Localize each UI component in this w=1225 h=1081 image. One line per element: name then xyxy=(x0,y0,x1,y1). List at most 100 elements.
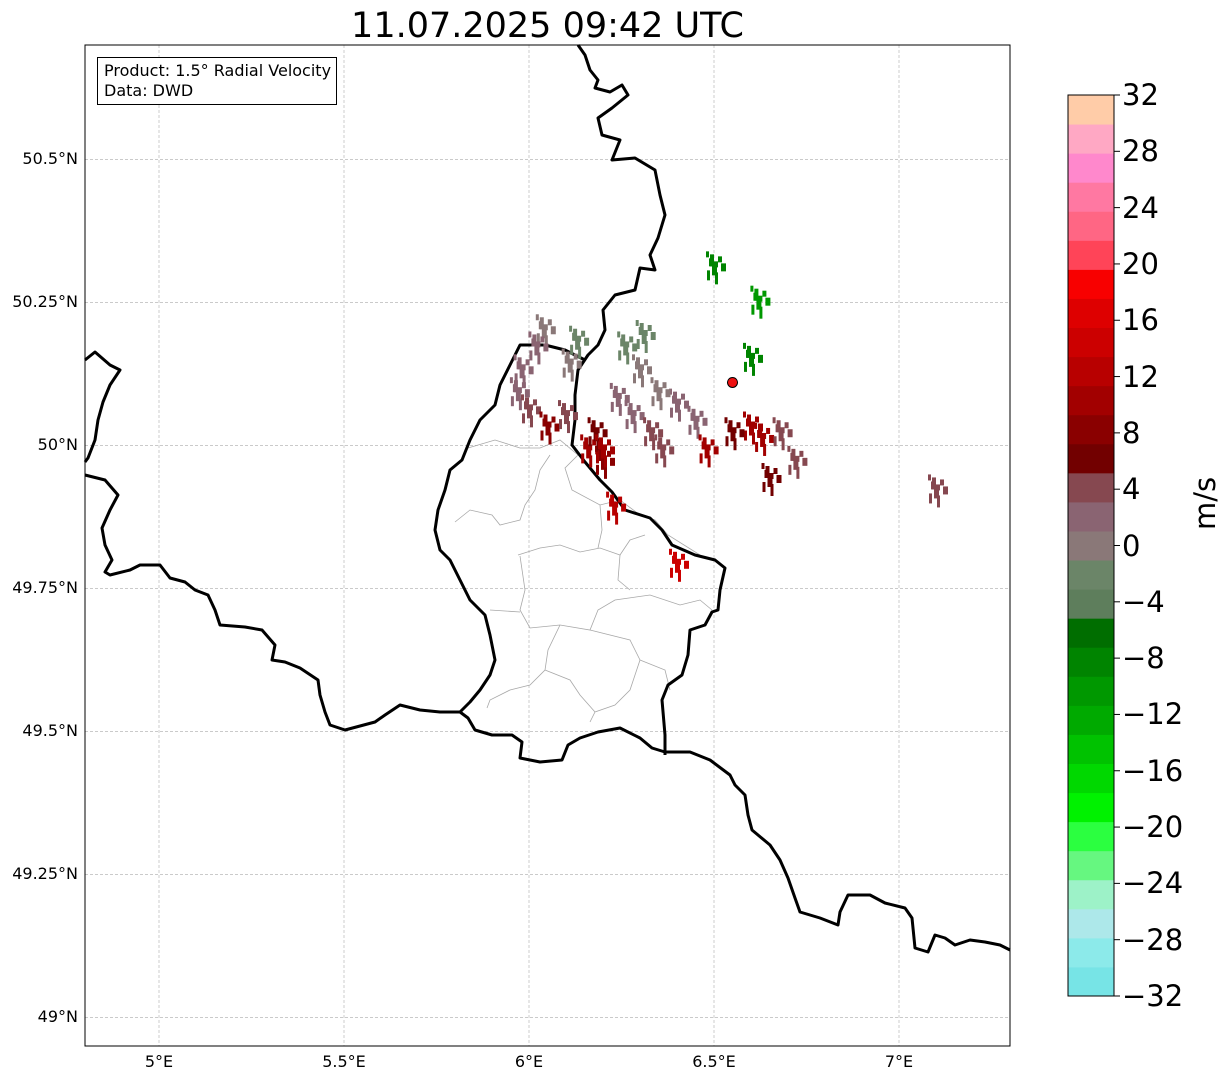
colorbar-tick-label: −32 xyxy=(1122,979,1184,1013)
lat-tick-label: 49.5°N xyxy=(22,721,78,741)
echo-cluster xyxy=(569,325,590,359)
colorbar-segment xyxy=(1068,124,1114,154)
colorbar-tick-label: 12 xyxy=(1122,359,1159,394)
colorbar-segment xyxy=(1068,763,1114,794)
echo-cluster xyxy=(521,394,541,428)
echo-cluster xyxy=(558,400,578,434)
colorbar-tick-label: 32 xyxy=(1122,78,1159,112)
echo-cluster xyxy=(632,354,652,388)
colorbar-segment xyxy=(1068,269,1114,299)
product-info-box: Product: 1.5° Radial Velocity Data: DWD xyxy=(97,57,338,105)
colorbar-tick-label: −20 xyxy=(1122,810,1184,845)
colorbar-tick-label: −16 xyxy=(1122,753,1184,788)
colorbar-segment xyxy=(1068,618,1114,648)
radar-site-marker xyxy=(727,376,738,388)
colorbar-tick-label: 28 xyxy=(1122,134,1159,169)
colorbar-segment xyxy=(1068,966,1114,997)
echo-cluster xyxy=(609,382,630,416)
colorbar-segment xyxy=(1068,937,1114,968)
echo-cluster xyxy=(787,445,808,479)
lon-tick-label: 7°E xyxy=(884,1052,914,1071)
colorbar-segment xyxy=(1068,705,1114,735)
echo-cluster xyxy=(750,285,771,319)
country-borders xyxy=(83,44,1011,954)
colorbar-segment xyxy=(1068,821,1114,852)
colorbar-segment xyxy=(1068,443,1114,474)
colorbar-tick-label: 4 xyxy=(1122,472,1141,507)
lat-tick-label: 49°N xyxy=(37,1007,78,1027)
echo-cluster xyxy=(706,251,726,285)
echo-cluster xyxy=(509,377,530,411)
colorbar-tick-label: −24 xyxy=(1122,866,1184,901)
colorbar-segment xyxy=(1068,792,1114,823)
lon-tick-label: 6.5°E xyxy=(692,1052,736,1071)
echo-cluster xyxy=(669,548,689,582)
lat-tick-label: 49.75°N xyxy=(12,578,78,598)
echo-cluster xyxy=(928,474,948,508)
lon-tick-label: 6°E xyxy=(514,1052,544,1071)
colorbar-segment xyxy=(1068,182,1114,212)
colorbar-segment xyxy=(1068,153,1114,183)
echo-cluster xyxy=(528,331,549,365)
colorbar-segment xyxy=(1068,211,1114,241)
echo-cluster xyxy=(772,417,793,451)
colorbar-segment xyxy=(1068,908,1114,939)
colorbar-segment xyxy=(1068,647,1114,677)
data-source-label: Data: DWD xyxy=(104,81,194,100)
lon-tick-label: 5.5°E xyxy=(322,1052,366,1071)
colorbar-segment xyxy=(1068,879,1114,910)
colorbar-segment xyxy=(1068,501,1114,532)
colorbar-segment xyxy=(1068,414,1114,445)
colorbar-segment xyxy=(1068,676,1114,706)
colorbar-segment xyxy=(1068,472,1114,503)
echo-cluster xyxy=(635,320,656,353)
colorbar-unit: m/s xyxy=(1188,476,1222,530)
colorbar-segment xyxy=(1068,734,1114,764)
echo-cluster xyxy=(724,417,745,451)
echo-cluster xyxy=(669,388,689,422)
echo-cluster xyxy=(561,348,582,382)
colorbar-tick-label: −12 xyxy=(1122,697,1184,732)
colorbar-segment xyxy=(1068,356,1114,387)
colorbar-segment xyxy=(1068,327,1114,358)
echo-cluster xyxy=(743,342,763,376)
echo-cluster xyxy=(535,314,556,348)
colorbar-segment xyxy=(1068,240,1114,270)
colorbar-tick-label: 0 xyxy=(1122,528,1141,563)
colorbar-tick-label: 16 xyxy=(1122,303,1159,338)
colorbar-tick-label: 24 xyxy=(1122,190,1159,225)
lat-tick-label: 50°N xyxy=(37,435,78,455)
echo-cluster xyxy=(513,354,534,388)
echo-cluster xyxy=(754,422,775,456)
echo-cluster xyxy=(624,400,645,434)
echo-cluster xyxy=(617,331,638,365)
echo-cluster xyxy=(654,434,675,468)
colorbar-segment xyxy=(1068,385,1114,416)
echo-cluster xyxy=(606,491,627,525)
echo-cluster xyxy=(698,434,719,468)
colorbar-segment xyxy=(1068,298,1114,329)
colorbar-tick-label: −8 xyxy=(1122,641,1165,676)
echo-cluster xyxy=(595,434,615,468)
map-title: 11.07.2025 09:42 UTC xyxy=(351,6,744,46)
colorbar-tick-label: −28 xyxy=(1122,922,1184,957)
colorbar-segment xyxy=(1068,589,1114,619)
colorbar xyxy=(1067,94,1120,997)
echo-cluster xyxy=(539,411,560,445)
echo-cluster xyxy=(650,377,671,411)
echo-cluster xyxy=(687,405,708,439)
colorbar-tick-label: 8 xyxy=(1122,415,1141,450)
lat-tick-label: 49.25°N xyxy=(12,864,78,884)
echo-cluster xyxy=(643,417,664,451)
radar-echoes xyxy=(509,251,948,582)
lon-tick-label: 5°E xyxy=(144,1052,174,1071)
lat-tick-label: 50.5°N xyxy=(22,149,78,169)
product-label: Product: 1.5° Radial Velocity xyxy=(104,61,332,80)
lat-tick-label: 50.25°N xyxy=(12,292,78,312)
plot-frame xyxy=(84,44,1011,1047)
colorbar-segment xyxy=(1068,850,1114,881)
colorbar-segment xyxy=(1068,560,1114,590)
colorbar-segment xyxy=(1068,530,1114,561)
colorbar-tick-label: −4 xyxy=(1122,584,1165,619)
